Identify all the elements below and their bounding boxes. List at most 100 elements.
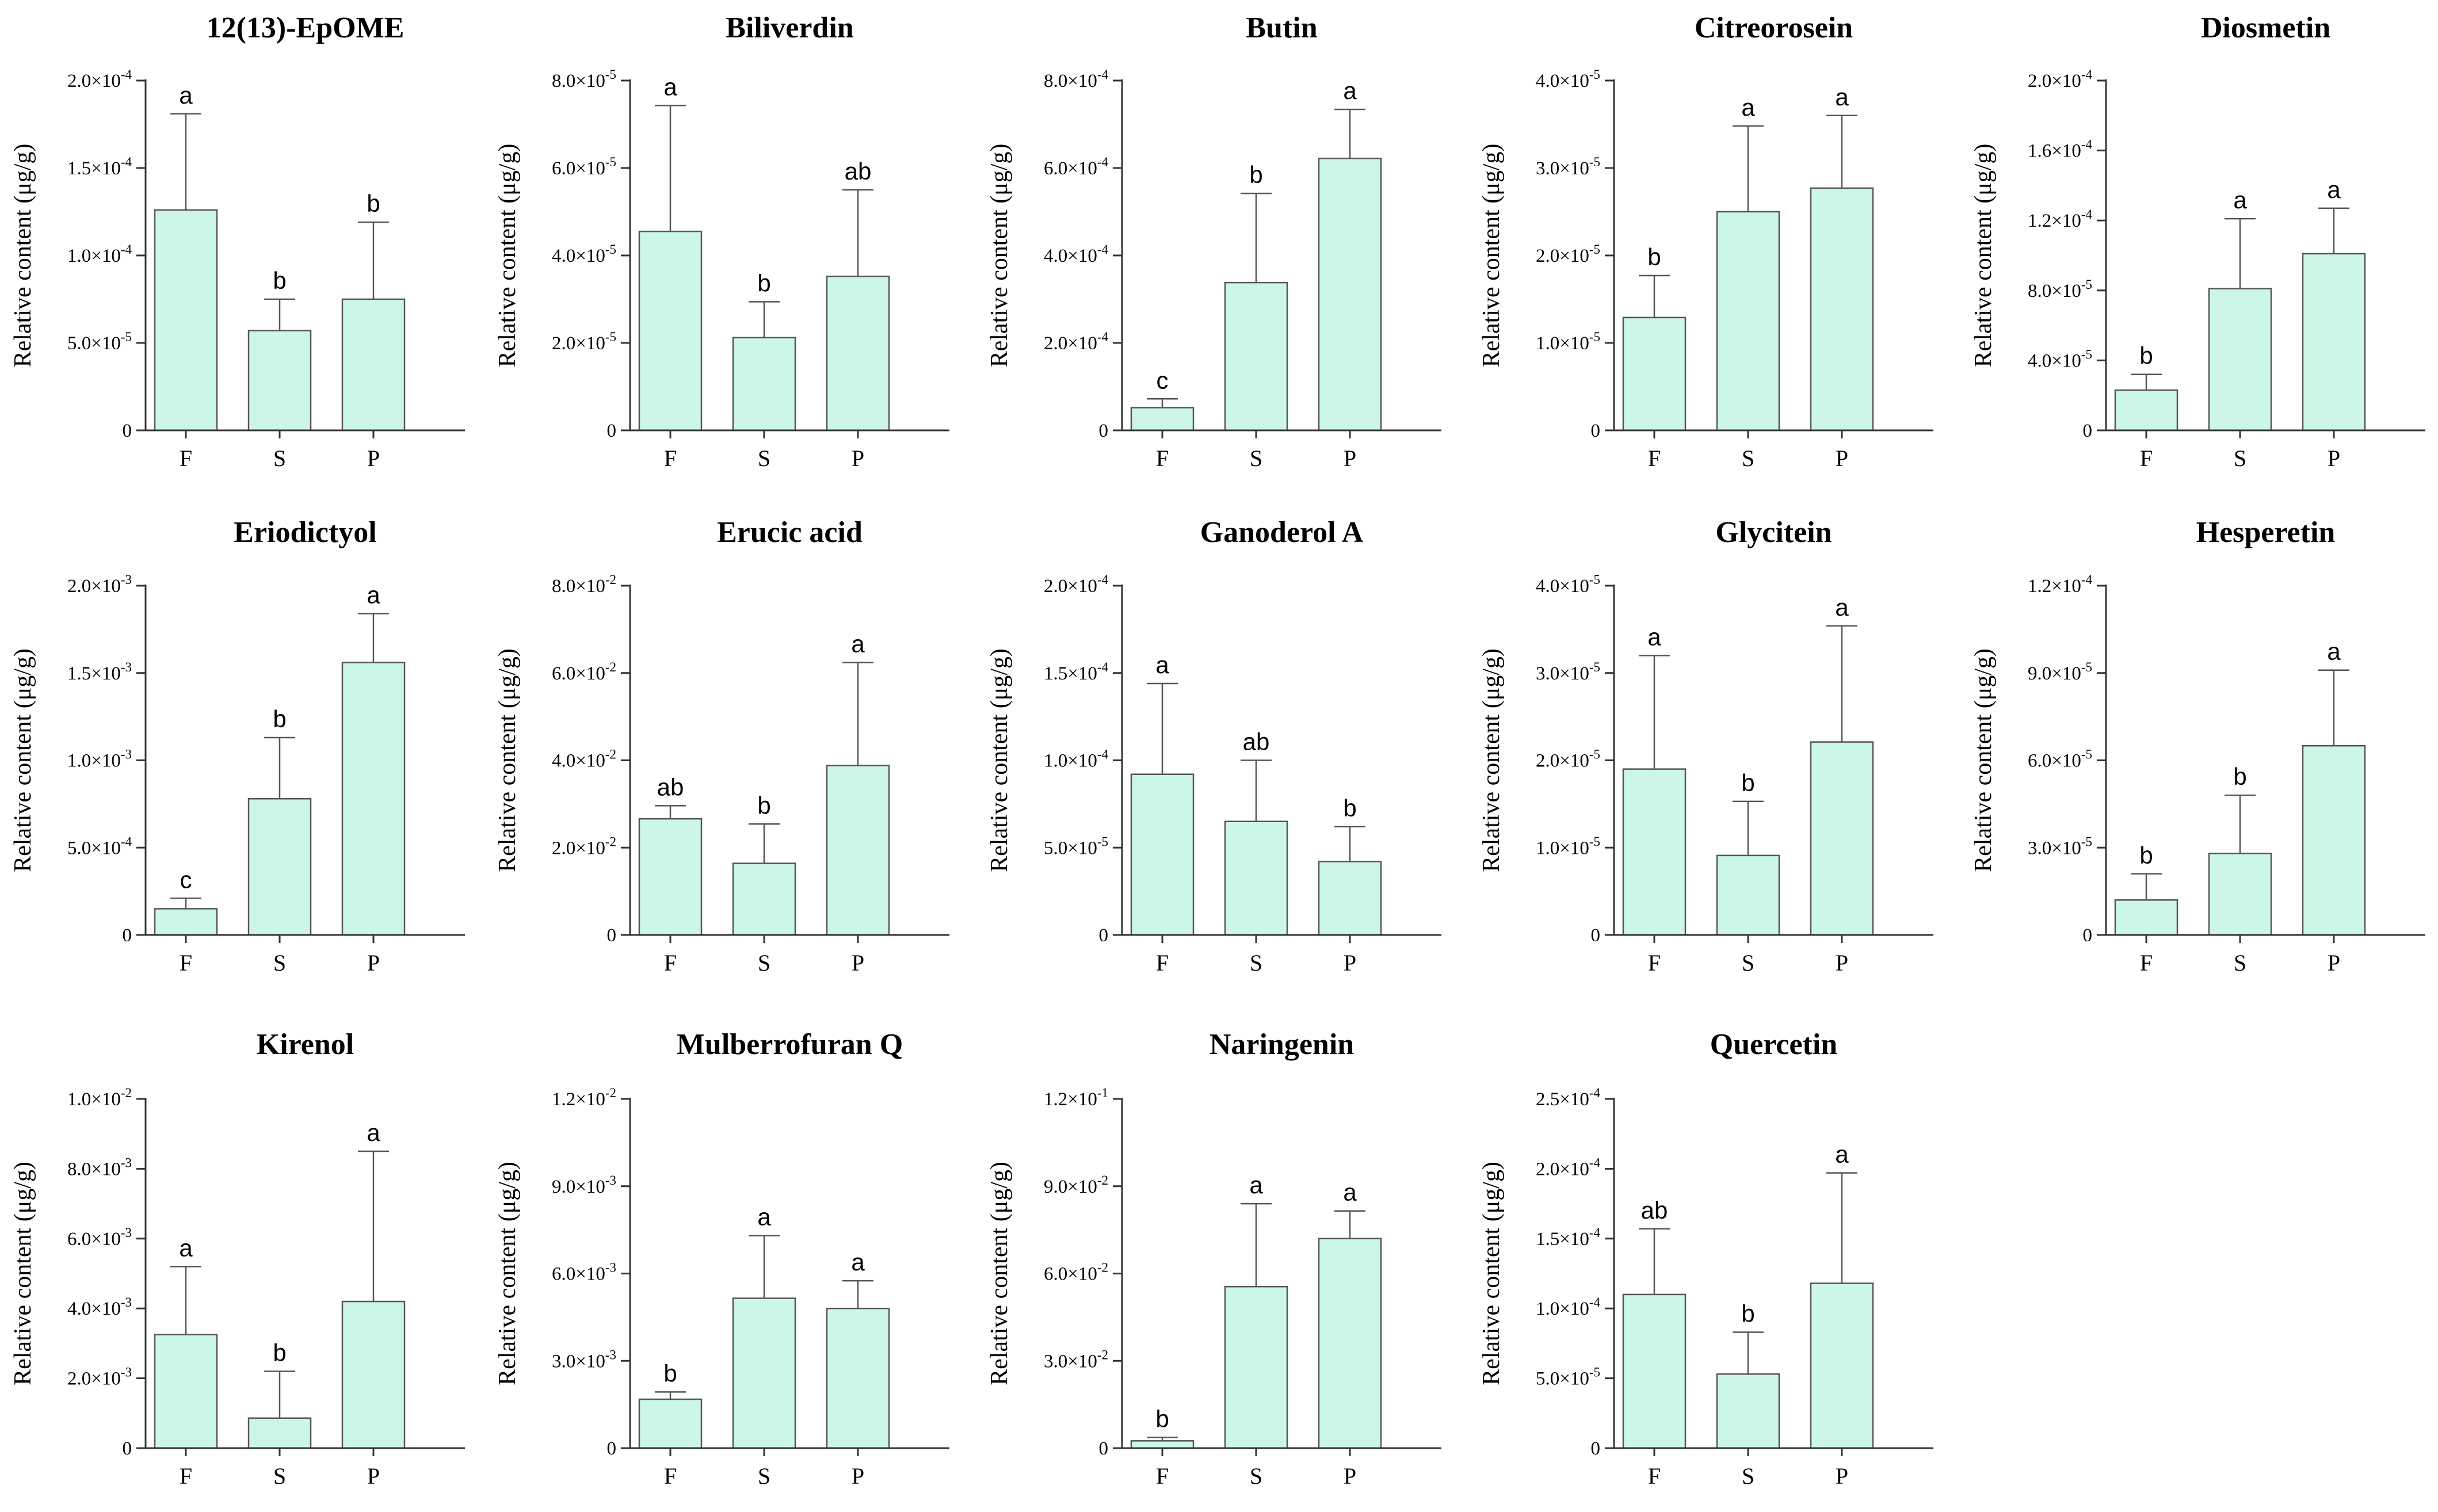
x-tick-label-P: P bbox=[2328, 445, 2340, 471]
significance-letter-S: a bbox=[2233, 186, 2247, 213]
bar-P bbox=[1810, 741, 1874, 936]
y-tick-label: 0 bbox=[1099, 925, 1109, 946]
significance-letter-P: a bbox=[1835, 594, 1849, 621]
significance-letter-P: a bbox=[1835, 1141, 1849, 1168]
bar-S bbox=[247, 1417, 312, 1449]
y-axis-title: Relative content (μg/g) bbox=[10, 648, 36, 872]
panel-hesperetin: Hesperetin Relative content (μg/g) b Fb Sa P 0… bbox=[1970, 516, 2425, 976]
significance-letter-P: a bbox=[851, 1248, 865, 1276]
y-tick-label: 2.0×10-4 bbox=[1044, 572, 1109, 597]
significance-letter-S: b bbox=[273, 267, 286, 294]
significance-letter-F: c bbox=[1157, 366, 1169, 394]
y-tick-label: 8.0×10-5 bbox=[2028, 277, 2092, 301]
bar-S bbox=[1716, 1373, 1780, 1449]
significance-letter-F: b bbox=[2139, 842, 2153, 869]
y-tick-label: 2.0×10-2 bbox=[552, 834, 616, 858]
significance-letter-P: b bbox=[367, 190, 380, 217]
y-axis-title: Relative content (μg/g) bbox=[10, 144, 36, 368]
y-axis-title: Relative content (μg/g) bbox=[1970, 648, 1997, 872]
y-tick-label: 3.0×10-3 bbox=[552, 1347, 616, 1372]
x-tick-label-F: F bbox=[2140, 950, 2153, 976]
y-tick-label: 1.2×10-1 bbox=[1044, 1086, 1108, 1110]
panel-mulberrofuran-q: Mulberrofuran Q Relative content (μg/g) b F… bbox=[494, 1028, 949, 1489]
y-tick-label: 5.0×10-5 bbox=[67, 330, 132, 354]
panel-diosmetin: Diosmetin Relative content (μg/g) b Fa Sa P 0 4… bbox=[1970, 12, 2425, 471]
bar-P bbox=[2302, 253, 2366, 432]
panel-title: Diosmetin bbox=[2201, 12, 2330, 44]
y-tick-label: 0 bbox=[2083, 421, 2093, 441]
panel-title: Hesperetin bbox=[2196, 516, 2336, 549]
panel-title: Glycitein bbox=[1715, 516, 1832, 549]
bar-P bbox=[341, 662, 406, 936]
x-tick-label-P: P bbox=[852, 950, 864, 976]
bar-F bbox=[1622, 1293, 1687, 1449]
y-axis-title: Relative content (μg/g) bbox=[494, 1162, 521, 1385]
x-tick-label-S: S bbox=[1250, 1463, 1262, 1489]
y-tick-label: 6.0×10-5 bbox=[2028, 747, 2092, 772]
significance-letter-F: c bbox=[180, 866, 192, 893]
panel-naringenin: Naringenin Relative content (μg/g) b Fa Sa P 0… bbox=[986, 1028, 1441, 1489]
bar-F bbox=[2114, 899, 2178, 936]
y-tick-label: 1.5×10-3 bbox=[67, 660, 132, 684]
bar-P bbox=[2302, 744, 2366, 936]
y-tick-label: 0 bbox=[1591, 1438, 1601, 1459]
x-tick-label-F: F bbox=[1156, 1463, 1169, 1489]
x-tick-label-P: P bbox=[2328, 950, 2340, 976]
y-tick-label: 0 bbox=[1591, 421, 1601, 441]
y-tick-label: 1.0×10-5 bbox=[1536, 330, 1600, 354]
bar-F bbox=[154, 209, 218, 432]
significance-letter-P: a bbox=[1343, 1179, 1357, 1206]
y-tick-label: 1.0×10-3 bbox=[67, 747, 132, 772]
y-tick-label: 5.0×10-5 bbox=[1044, 834, 1108, 858]
significance-letter-S: b bbox=[757, 792, 770, 819]
significance-letter-F: b bbox=[1647, 243, 1661, 270]
y-tick-label: 4.0×10-5 bbox=[1536, 67, 1600, 91]
significance-letter-P: a bbox=[2327, 638, 2341, 665]
bar-S bbox=[2208, 853, 2272, 936]
significance-letter-S: b bbox=[757, 270, 770, 297]
panel-glycitein: Glycitein Relative content (μg/g) a Fb Sa P 0 1… bbox=[1478, 516, 1933, 976]
y-tick-label: 6.0×10-5 bbox=[552, 155, 616, 179]
y-tick-label: 0 bbox=[607, 925, 617, 946]
bar-S bbox=[2208, 288, 2272, 432]
y-tick-label: 6.0×10-3 bbox=[552, 1261, 616, 1285]
y-tick-label: 2.0×10-5 bbox=[1536, 747, 1600, 772]
y-tick-label: 1.0×10-4 bbox=[67, 242, 132, 266]
panel-butin: Butin Relative content (μg/g) c Fb Sa P 0 2.0×1… bbox=[986, 12, 1441, 471]
bar-F bbox=[1130, 773, 1195, 936]
x-tick-label-P: P bbox=[852, 445, 864, 471]
bar-P bbox=[826, 276, 890, 432]
significance-letter-S: b bbox=[273, 1339, 286, 1366]
panel-kirenol: Kirenol Relative content (μg/g) a Fb Sa P 0 2.0… bbox=[10, 1028, 465, 1489]
significance-letter-P: a bbox=[367, 1119, 380, 1146]
y-axis-title: Relative content (μg/g) bbox=[1478, 144, 1505, 368]
significance-letter-S: b bbox=[273, 705, 286, 732]
y-tick-label: 0 bbox=[1591, 925, 1601, 946]
significance-letter-P: a bbox=[851, 631, 865, 658]
bar-P bbox=[341, 298, 406, 432]
panel-title: Citreorosein bbox=[1695, 12, 1853, 44]
y-tick-label: 3.0×10-2 bbox=[1044, 1347, 1108, 1372]
panel-title: Naringenin bbox=[1210, 1028, 1354, 1061]
x-tick-label-S: S bbox=[758, 950, 770, 976]
panel-biliverdin: Biliverdin Relative content (μg/g) a Fb Sab P… bbox=[494, 12, 949, 471]
bar-F bbox=[638, 818, 703, 936]
y-tick-label: 3.0×10-5 bbox=[1536, 660, 1600, 684]
x-tick-label-F: F bbox=[664, 445, 677, 471]
panel-title: Ganoderol A bbox=[1200, 516, 1364, 549]
x-tick-label-P: P bbox=[852, 1463, 864, 1489]
significance-letter-S: b bbox=[1741, 1300, 1754, 1327]
bar-S bbox=[247, 330, 312, 432]
x-tick-label-F: F bbox=[1648, 950, 1661, 976]
significance-letter-S: ab bbox=[1243, 728, 1270, 755]
x-tick-label-F: F bbox=[1156, 445, 1169, 471]
significance-letter-P: a bbox=[1835, 83, 1849, 110]
panel-quercetin: Quercetin Relative content (μg/g) ab Fb Sa P 0… bbox=[1478, 1028, 1933, 1489]
x-tick-label-F: F bbox=[2140, 445, 2153, 471]
y-tick-label: 2.0×10-4 bbox=[1044, 330, 1109, 354]
bar-F bbox=[1130, 407, 1195, 432]
y-axis-title: Relative content (μg/g) bbox=[10, 1162, 36, 1385]
panel-title: Butin bbox=[1246, 12, 1317, 44]
panel-title: Eriodictyol bbox=[234, 516, 376, 549]
